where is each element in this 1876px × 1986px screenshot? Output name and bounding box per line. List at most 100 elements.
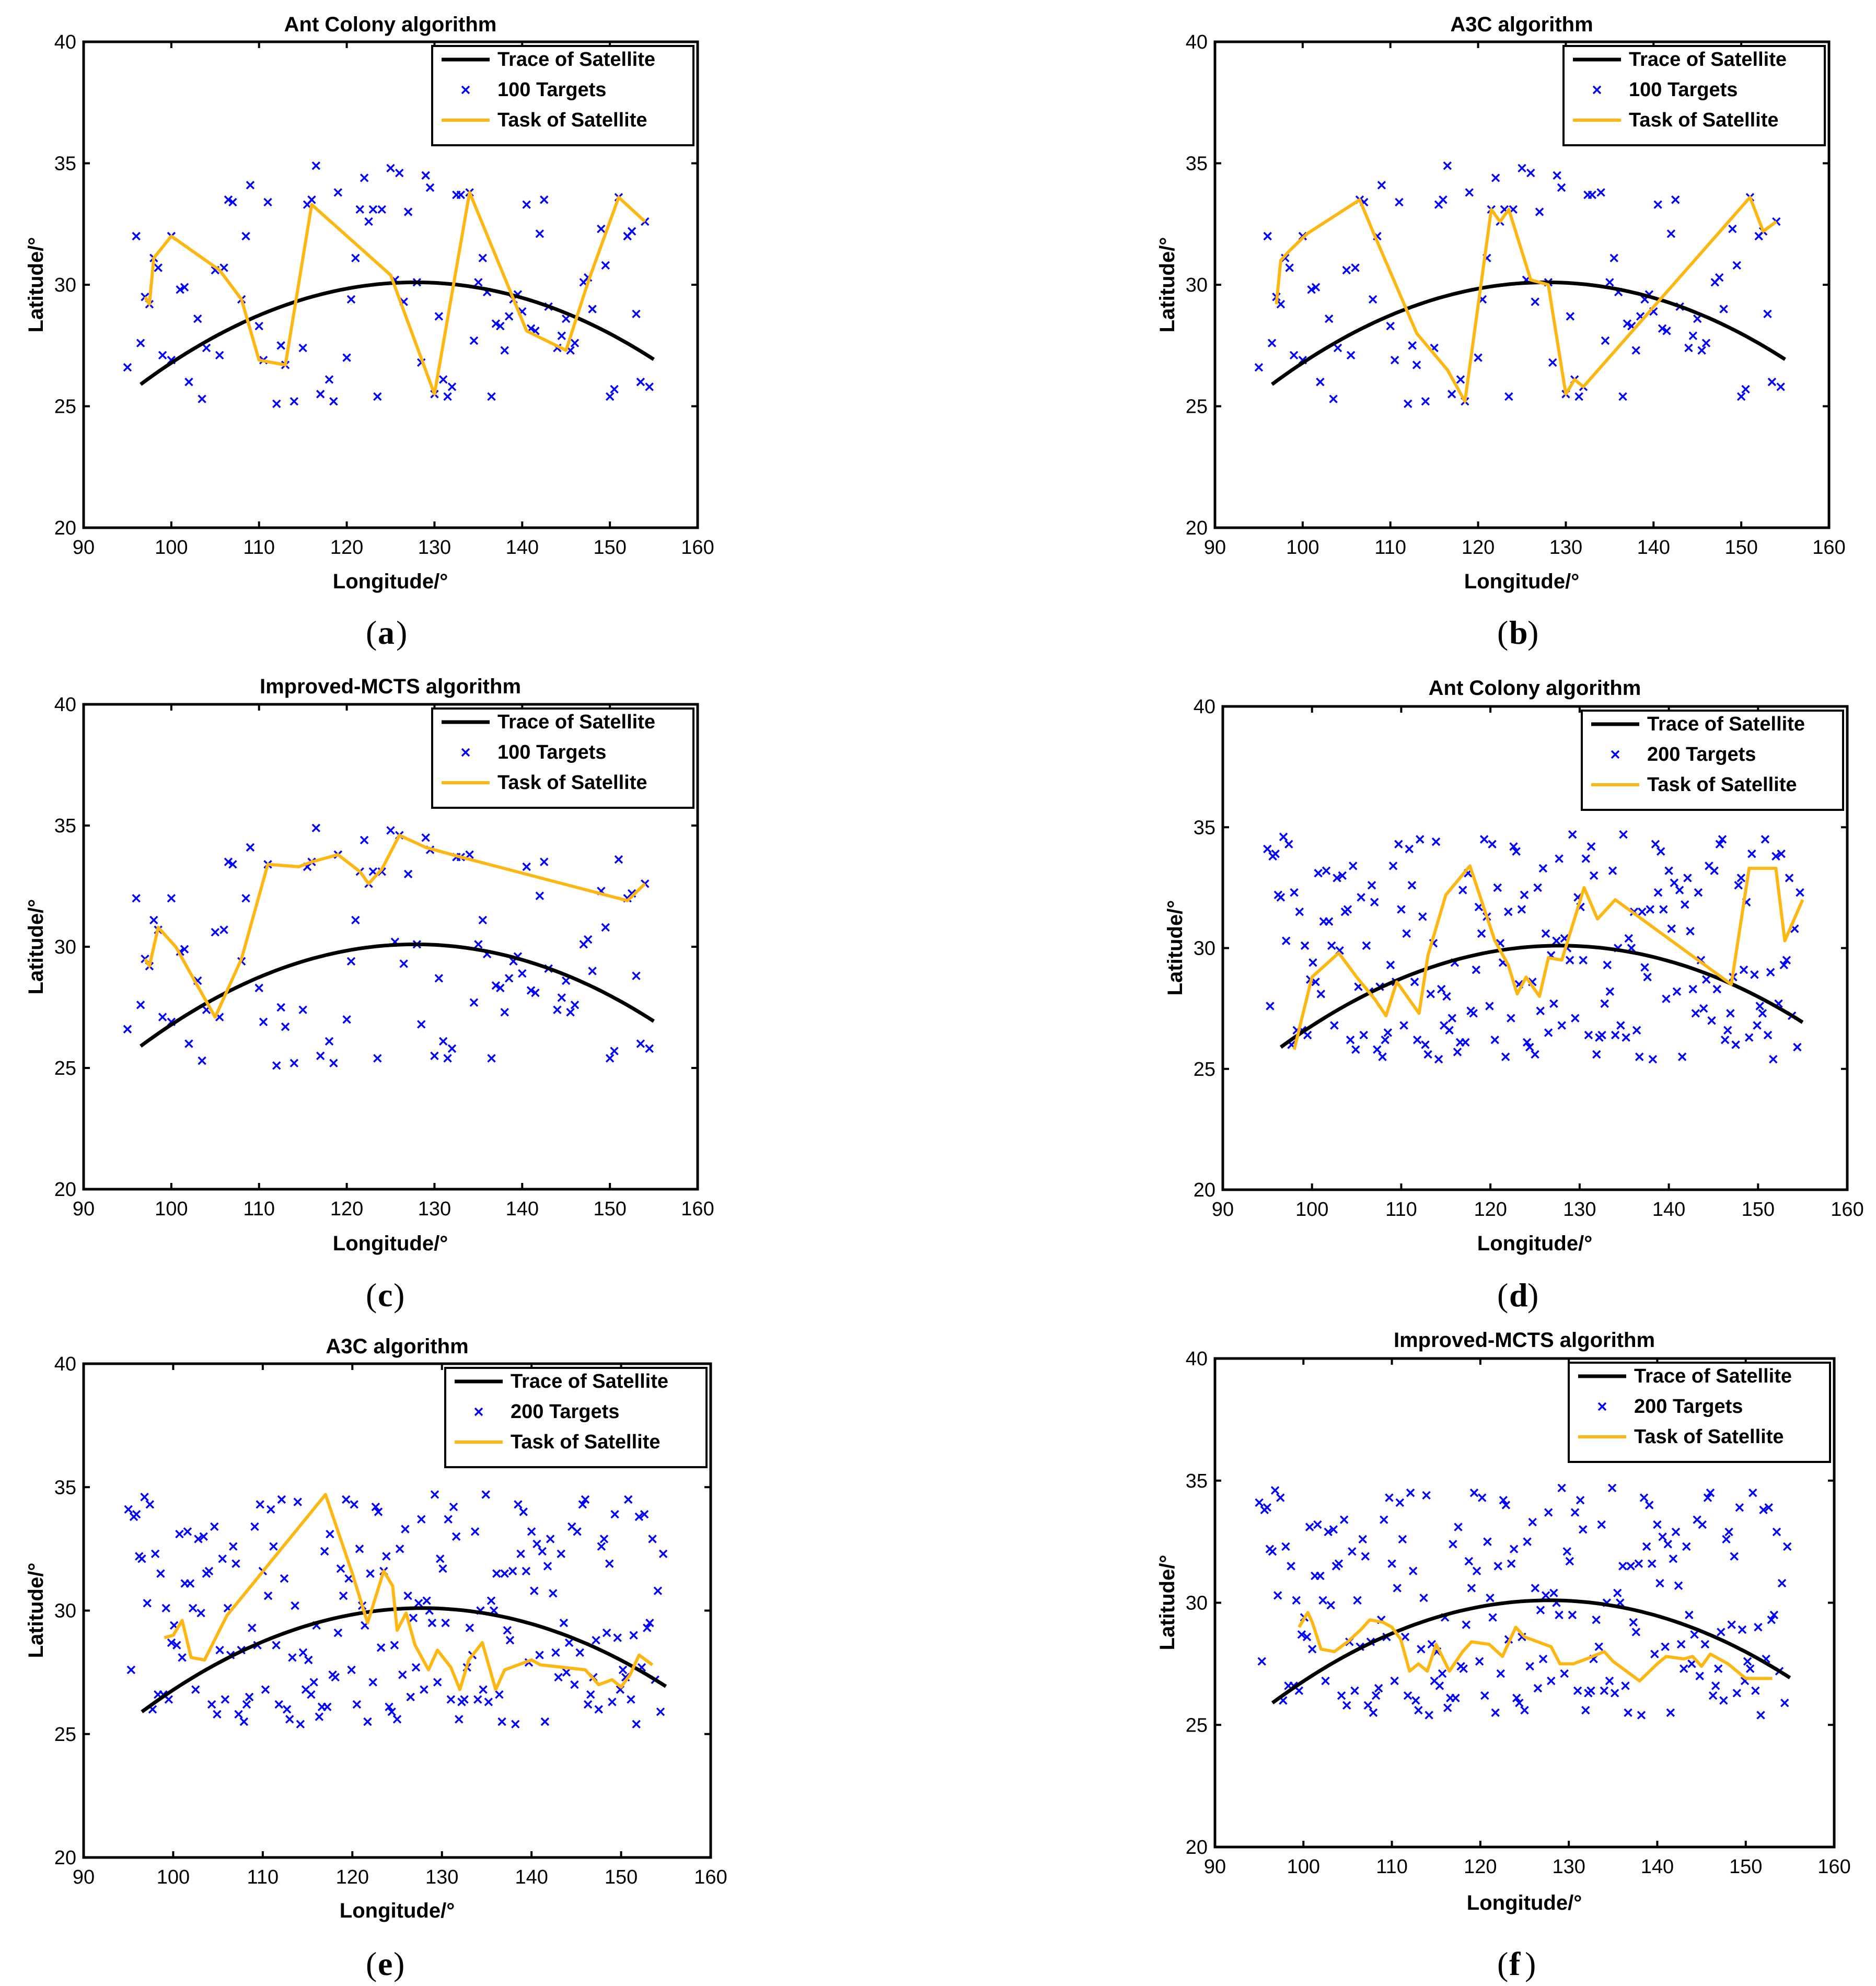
target-point [1681, 900, 1689, 909]
target-point [1381, 1036, 1389, 1044]
target-point [1472, 1566, 1481, 1575]
target-point [1715, 273, 1724, 282]
target-point [1632, 1026, 1641, 1035]
legend: Trace of Satellite 100 Targets Task of Sat… [431, 45, 694, 146]
target-point [1270, 1486, 1280, 1495]
target-point [196, 1609, 205, 1618]
satellite-task-line [164, 1493, 654, 1691]
target-point [562, 976, 571, 985]
target-point [316, 390, 325, 399]
target-point [479, 1685, 488, 1694]
target-point [492, 1569, 501, 1578]
target-point [1282, 936, 1291, 945]
target-point [1691, 1009, 1700, 1018]
target-point [269, 1542, 278, 1551]
target-point [1727, 1620, 1736, 1629]
target-point [566, 1008, 575, 1017]
target-point [1303, 1030, 1312, 1040]
target-point [588, 967, 597, 975]
target-point [241, 231, 250, 241]
target-point [1658, 324, 1667, 333]
target-point [382, 1552, 391, 1561]
target-point [1741, 385, 1750, 394]
target-point [562, 314, 571, 323]
target-point [1388, 862, 1398, 870]
target-point [1608, 866, 1617, 875]
target-point [1736, 874, 1746, 882]
target-point [421, 171, 430, 180]
target-point [1454, 1523, 1463, 1531]
target-point [1662, 327, 1671, 335]
target-point [632, 1720, 641, 1729]
target-point [1538, 864, 1548, 873]
target-point [1700, 1640, 1710, 1649]
target-point [1263, 844, 1272, 854]
target-point [395, 168, 404, 178]
target-point [1346, 351, 1356, 360]
target-point [1499, 1495, 1508, 1505]
target-point [1694, 888, 1703, 897]
caption-paren-close: ) [396, 614, 407, 651]
target-point [409, 1613, 418, 1622]
target-point [434, 974, 444, 983]
target-point [1383, 1028, 1393, 1037]
target-point [298, 1648, 308, 1657]
target-point [497, 1717, 506, 1726]
target-point [377, 205, 386, 214]
target-point [1316, 377, 1325, 387]
target-point [1565, 956, 1574, 965]
target-point [599, 1535, 609, 1543]
target-point [610, 385, 619, 394]
target-point [1324, 1527, 1333, 1537]
target-point [1525, 1662, 1534, 1671]
target-point [1488, 840, 1497, 849]
target-point [1385, 1493, 1394, 1502]
target-point [1414, 1705, 1423, 1715]
target-point [1342, 265, 1351, 275]
target-point [1623, 319, 1632, 328]
target-point [1672, 987, 1682, 996]
target-point [1732, 261, 1741, 270]
target-point [436, 1554, 445, 1563]
y-tick-label: 30 [1186, 274, 1208, 296]
x-tick-label: 110 [1385, 1199, 1417, 1221]
target-point [1520, 890, 1529, 899]
target-point [1349, 862, 1358, 870]
target-point [1667, 924, 1676, 933]
target-point [1404, 399, 1412, 409]
target-point [1405, 844, 1414, 854]
target-point [605, 392, 615, 401]
y-tick-label: 30 [54, 274, 76, 296]
target-point [307, 1690, 316, 1699]
target-point [1439, 195, 1447, 204]
target-point [368, 1678, 377, 1687]
target-point [1601, 336, 1610, 345]
target-point [1321, 1676, 1330, 1686]
target-point [143, 1599, 152, 1608]
target-point [1629, 1618, 1638, 1627]
target-point [285, 1715, 294, 1724]
target-point [1600, 1686, 1609, 1695]
target-point [1287, 1562, 1295, 1571]
legend-label: Task of Satellite [1634, 1426, 1784, 1448]
target-point [1769, 1055, 1778, 1064]
target-point [1776, 382, 1785, 391]
target-point [1324, 917, 1334, 926]
x-tick-label: 90 [73, 1866, 95, 1888]
target-point [1406, 1488, 1415, 1497]
target-point [1730, 1552, 1739, 1561]
target-point [1395, 1498, 1405, 1507]
x-tick-label: 150 [593, 1198, 626, 1220]
x-tick-label: 100 [157, 1866, 190, 1888]
panel-e: A3C algorithm Longitude/° Latitude/° ( e… [25, 1335, 727, 1982]
target-point [1509, 842, 1518, 851]
target-point [272, 1061, 281, 1070]
target-point [193, 314, 202, 323]
target-point [1257, 1657, 1266, 1666]
target-point [229, 1542, 238, 1551]
target-point [1552, 936, 1561, 945]
target-point [455, 1715, 464, 1724]
target-point [1698, 1520, 1707, 1529]
target-point [1507, 1014, 1515, 1023]
x-tick-label: 140 [1641, 1856, 1674, 1878]
